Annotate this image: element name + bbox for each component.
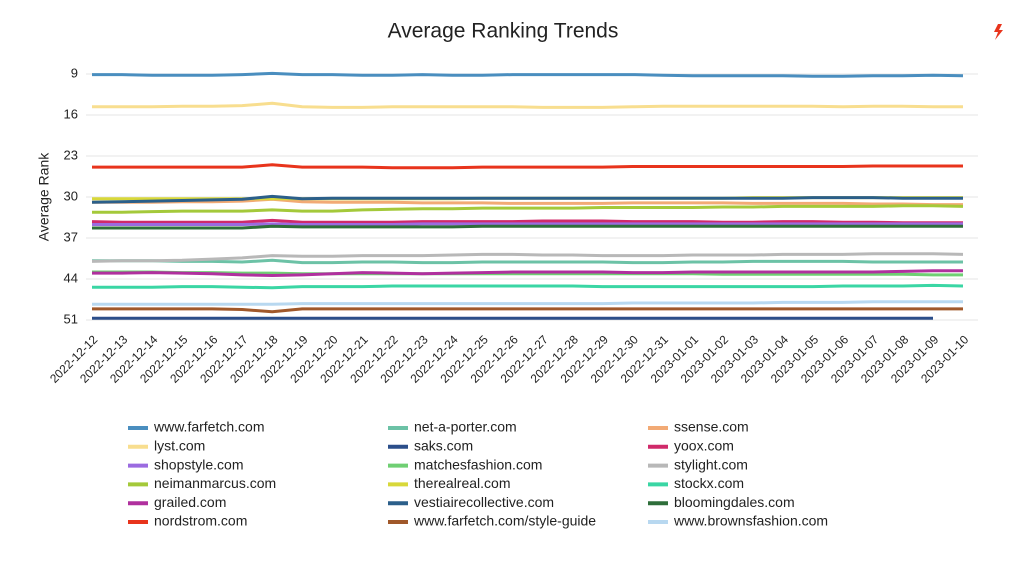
y-tick-label: 44 [64, 270, 78, 285]
legend-label: lyst.com [154, 438, 205, 454]
legend-label: stylight.com [674, 456, 748, 472]
legend-label: www.farfetch.com/style-guide [413, 513, 596, 529]
legend-label: www.farfetch.com [153, 419, 264, 435]
legend-label: shopstyle.com [154, 456, 243, 472]
series-line [92, 283, 964, 290]
series-line [92, 197, 963, 207]
y-axis-label: Average Rank [36, 152, 52, 241]
y-tick-label: 30 [64, 188, 78, 203]
legend-label: therealreal.com [414, 475, 511, 491]
legend-label: vestiairecollective.com [414, 494, 554, 510]
series-line [92, 269, 963, 277]
series-line [92, 204, 964, 214]
legend-label: yoox.com [674, 438, 734, 454]
legend-label: stockx.com [674, 475, 744, 491]
legend-label: nordstrom.com [154, 513, 247, 529]
logo-icon [994, 24, 1003, 40]
series-line [92, 101, 963, 109]
legend-label: ssense.com [674, 419, 749, 435]
legend-label: grailed.com [154, 494, 226, 510]
y-tick-label: 51 [64, 311, 78, 326]
legend-label: www.brownsfashion.com [673, 513, 828, 529]
legend-label: matchesfashion.com [414, 456, 542, 472]
series-line [91, 252, 964, 263]
y-tick-label: 9 [71, 65, 78, 80]
series-line [92, 163, 963, 170]
legend-label: net-a-porter.com [414, 419, 517, 435]
legend-label: neimanmarcus.com [154, 475, 276, 491]
series-line [91, 218, 963, 225]
series-line [92, 270, 963, 277]
series-line [92, 258, 963, 265]
legend-label: bloomingdales.com [674, 494, 795, 510]
y-tick-label: 23 [64, 147, 78, 162]
series-line [92, 222, 963, 226]
series-line [92, 307, 963, 314]
legend-label: saks.com [414, 438, 473, 454]
chart-title: Average Ranking Trends [388, 20, 619, 43]
series-line [92, 224, 963, 230]
y-tick-label: 37 [64, 229, 78, 244]
y-tick-label: 16 [64, 106, 78, 121]
series-line [91, 194, 963, 204]
series-line [92, 71, 964, 78]
series-line [92, 300, 963, 306]
